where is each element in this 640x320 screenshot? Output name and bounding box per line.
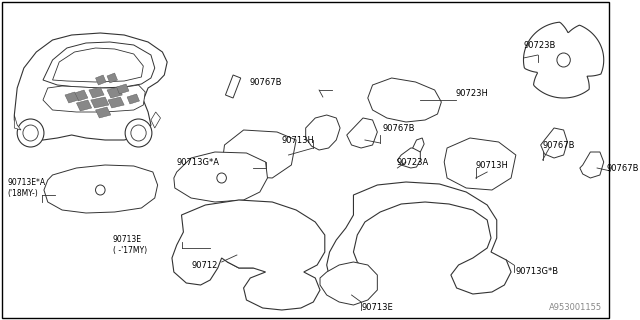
- Polygon shape: [14, 115, 21, 130]
- Polygon shape: [89, 87, 104, 98]
- Circle shape: [95, 185, 105, 195]
- Polygon shape: [225, 238, 269, 268]
- Text: 90767B: 90767B: [607, 164, 639, 172]
- Text: 90723H: 90723H: [456, 89, 488, 98]
- Polygon shape: [127, 94, 140, 104]
- Polygon shape: [320, 262, 378, 305]
- Polygon shape: [368, 78, 442, 122]
- Polygon shape: [65, 92, 78, 103]
- Circle shape: [131, 125, 146, 141]
- Polygon shape: [116, 84, 129, 94]
- Polygon shape: [306, 115, 340, 150]
- Polygon shape: [107, 87, 122, 98]
- Polygon shape: [541, 128, 568, 158]
- Text: 90767B: 90767B: [382, 124, 415, 132]
- Polygon shape: [95, 75, 106, 85]
- Polygon shape: [174, 152, 268, 202]
- Circle shape: [557, 53, 570, 67]
- Polygon shape: [326, 182, 511, 294]
- Polygon shape: [43, 85, 145, 112]
- Polygon shape: [580, 152, 604, 178]
- Polygon shape: [44, 165, 157, 213]
- Polygon shape: [52, 48, 143, 82]
- Polygon shape: [108, 97, 124, 108]
- Text: 90723B: 90723B: [524, 41, 556, 50]
- Polygon shape: [397, 148, 420, 168]
- Text: 90713E*A
('18MY-): 90713E*A ('18MY-): [8, 178, 46, 198]
- Circle shape: [17, 119, 44, 147]
- Text: 90713G*A: 90713G*A: [177, 157, 220, 166]
- Polygon shape: [76, 100, 92, 111]
- Polygon shape: [95, 107, 111, 118]
- Polygon shape: [347, 118, 378, 148]
- Text: 90767B: 90767B: [543, 140, 575, 149]
- Polygon shape: [444, 138, 516, 190]
- Polygon shape: [221, 130, 296, 178]
- Text: 90723A: 90723A: [396, 157, 429, 166]
- Circle shape: [23, 125, 38, 141]
- Text: 90713G*B: 90713G*B: [516, 268, 559, 276]
- Polygon shape: [413, 138, 424, 152]
- Text: 90767B: 90767B: [250, 77, 282, 86]
- Text: 90713E: 90713E: [361, 303, 393, 313]
- Text: 90713H: 90713H: [282, 135, 315, 145]
- Text: 90712: 90712: [191, 260, 218, 269]
- Circle shape: [217, 173, 227, 183]
- Polygon shape: [172, 200, 324, 310]
- Text: 90713H: 90713H: [476, 161, 509, 170]
- Text: 90713E
( -'17MY): 90713E ( -'17MY): [113, 235, 147, 255]
- Polygon shape: [107, 73, 118, 83]
- Polygon shape: [43, 42, 155, 88]
- Polygon shape: [74, 90, 88, 101]
- Polygon shape: [91, 97, 109, 108]
- Polygon shape: [14, 33, 167, 140]
- Circle shape: [125, 119, 152, 147]
- Polygon shape: [151, 112, 161, 128]
- Text: A953001155: A953001155: [548, 303, 602, 312]
- Polygon shape: [225, 75, 241, 98]
- Polygon shape: [524, 22, 604, 98]
